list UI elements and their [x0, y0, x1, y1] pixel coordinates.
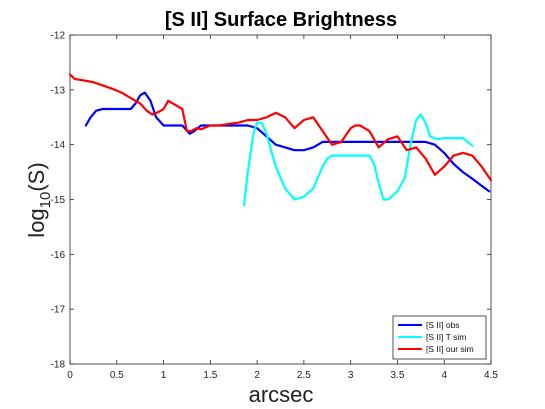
legend-label-0: [S II] obs — [426, 320, 460, 330]
series-line-2 — [68, 73, 493, 182]
y-tick-label: -12 — [51, 31, 66, 42]
y-axis-label-main: log — [24, 208, 49, 237]
y-tick-label: -18 — [51, 360, 66, 371]
y-tick-label: -14 — [51, 140, 66, 151]
y-axis-label-tail: (S) — [24, 162, 49, 191]
x-tick-label: 1 — [161, 370, 167, 381]
x-axis: 0 0.5 1 1.5 2 2.5 3 3.5 4 4.5 — [67, 35, 498, 381]
legend-items: [S II] obs [S II] T sim [S II] our sim — [398, 320, 474, 354]
y-tick-label: -17 — [51, 305, 66, 316]
chart-title: [S II] Surface Brightness — [165, 9, 397, 31]
y-axis-label: log10(S) — [24, 162, 54, 237]
y-tick-label: -15 — [51, 195, 66, 206]
x-tick-label: 0 — [67, 370, 73, 381]
y-axis-label-subscript: 10 — [37, 192, 54, 209]
legend-label-2: [S II] our sim — [426, 344, 474, 354]
x-tick-label: 4.5 — [484, 370, 498, 381]
series-line-1 — [242, 113, 474, 207]
y-tick-label: -16 — [51, 250, 66, 261]
plot-area — [69, 34, 492, 365]
y-tick-label: -13 — [51, 85, 66, 96]
x-tick-label: 3 — [348, 370, 354, 381]
x-tick-label: 1.5 — [203, 370, 217, 381]
legend: [S II] obs [S II] T sim [S II] our sim — [392, 315, 487, 360]
x-tick-label: 2.5 — [297, 370, 311, 381]
legend-label-1: [S II] T sim — [426, 332, 466, 342]
x-tick-label: 2 — [254, 370, 260, 381]
x-axis-label: arcsec — [249, 382, 314, 407]
x-tick-label: 0.5 — [110, 370, 124, 381]
x-tick-label: 3.5 — [390, 370, 404, 381]
x-tick-label: 4 — [441, 370, 447, 381]
y-axis: -18 -17 -16 -15 -14 -13 -12 — [51, 31, 491, 371]
series-layer — [68, 73, 493, 207]
